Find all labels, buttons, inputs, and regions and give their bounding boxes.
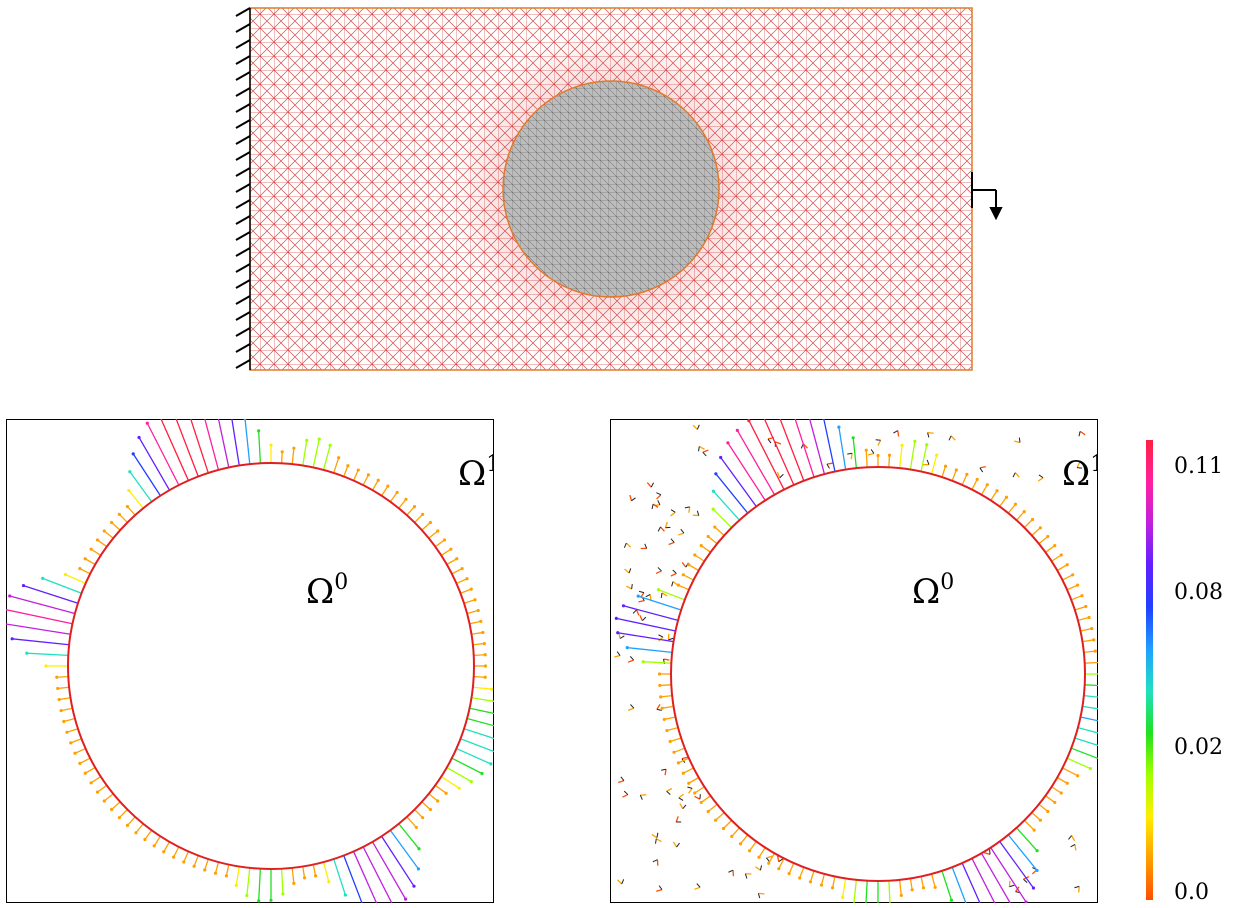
load-arrow-icon [971, 172, 1003, 221]
interface-boundary [670, 466, 1086, 882]
clamped-support-hatch [235, 7, 251, 369]
panel-left: Ω1 Ω0 [6, 419, 494, 903]
traction-vector-field [6, 419, 494, 903]
panel-right: Ω1 Ω0 [610, 419, 1098, 903]
mesh-figure [232, 0, 1012, 380]
panel-left-svg: Ω1 Ω0 [6, 419, 494, 903]
label-omega-0: Ω0 [912, 570, 954, 612]
colorbar-tick-2: 0.02 [1174, 735, 1223, 760]
label-omega-0: Ω0 [306, 570, 348, 612]
colorbar-tick-1: 0.08 [1174, 580, 1223, 605]
interface-boundary [67, 462, 475, 870]
panel-right-svg: Ω1 Ω0 [610, 419, 1098, 903]
colorbar: 0.11 0.08 0.02 0.0 [1146, 440, 1236, 905]
traction-vector-field [614, 419, 1098, 903]
colorbar-tick-0: 0.11 [1174, 454, 1223, 479]
colorbar-strip [1146, 440, 1153, 900]
label-omega-1: Ω1 [1062, 452, 1098, 494]
label-omega-1: Ω1 [458, 452, 494, 494]
mesh-svg [235, 7, 1003, 371]
inclusion-disk [502, 80, 720, 298]
colorbar-tick-3: 0.0 [1174, 880, 1209, 905]
